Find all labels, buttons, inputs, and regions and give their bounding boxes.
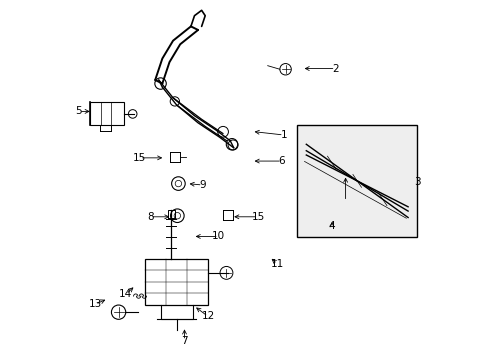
Text: 2: 2: [332, 64, 338, 73]
Bar: [145, 258, 207, 305]
Bar: [90, 103, 124, 125]
Text: 9: 9: [199, 180, 205, 190]
Text: 10: 10: [212, 231, 225, 242]
Text: 13: 13: [88, 299, 102, 309]
Text: 14: 14: [119, 289, 132, 299]
Text: 1: 1: [280, 130, 286, 140]
Text: 8: 8: [146, 212, 153, 222]
Text: 5: 5: [75, 107, 82, 116]
Text: 4: 4: [328, 221, 335, 231]
Text: 7: 7: [181, 336, 187, 346]
Text: 6: 6: [278, 156, 285, 166]
Text: 15: 15: [133, 153, 146, 163]
Text: 12: 12: [201, 311, 214, 321]
Text: 11: 11: [270, 259, 284, 269]
Bar: [297, 125, 416, 237]
Text: 15: 15: [251, 212, 264, 222]
Text: 3: 3: [413, 177, 420, 187]
